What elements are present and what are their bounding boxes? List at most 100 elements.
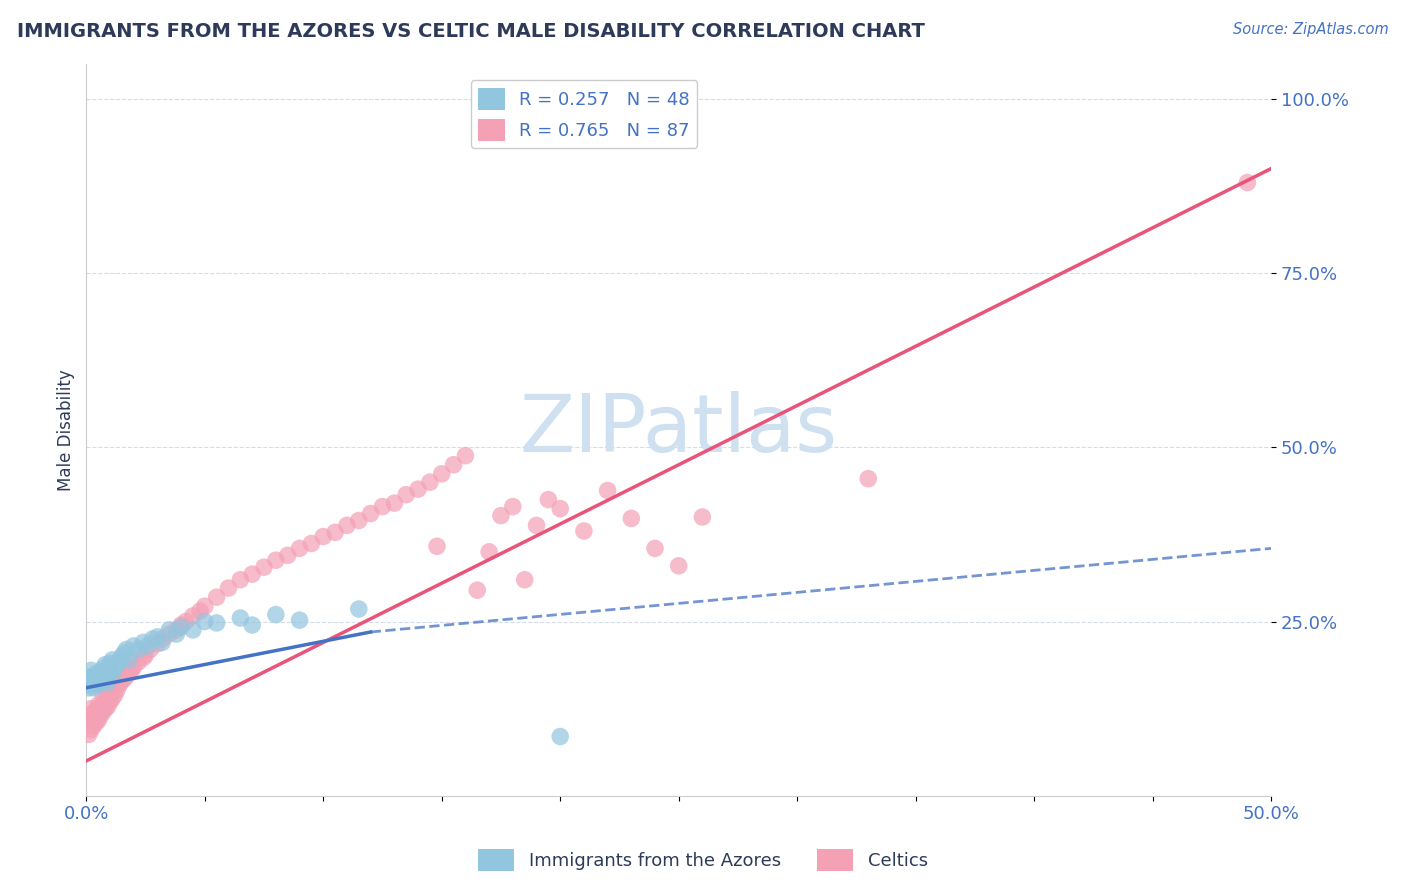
Point — [347, 602, 370, 616]
Point — [668, 558, 690, 573]
Point — [77, 708, 100, 723]
Point — [240, 567, 263, 582]
Point — [94, 692, 117, 706]
Point — [84, 704, 107, 718]
Point — [157, 627, 180, 641]
Point — [188, 604, 211, 618]
Point — [98, 657, 121, 671]
Point — [323, 525, 346, 540]
Point — [264, 607, 287, 622]
Point — [264, 553, 287, 567]
Point — [82, 670, 104, 684]
Point — [135, 648, 157, 662]
Point — [87, 677, 110, 691]
Point — [82, 719, 104, 733]
Point — [132, 635, 155, 649]
Point — [299, 536, 322, 550]
Point — [526, 518, 548, 533]
Point — [94, 670, 117, 684]
Point — [80, 663, 103, 677]
Point — [312, 529, 335, 543]
Point — [111, 649, 134, 664]
Point — [157, 623, 180, 637]
Text: Source: ZipAtlas.com: Source: ZipAtlas.com — [1233, 22, 1389, 37]
Point — [454, 449, 477, 463]
Point — [205, 615, 228, 630]
Point — [277, 549, 299, 563]
Point — [548, 501, 571, 516]
Point — [91, 673, 114, 688]
Text: ZIPatlas: ZIPatlas — [520, 391, 838, 469]
Point — [112, 672, 135, 686]
Point — [118, 653, 141, 667]
Point — [489, 508, 512, 523]
Point — [174, 615, 197, 629]
Point — [80, 723, 103, 737]
Point — [77, 670, 100, 684]
Point — [91, 662, 114, 676]
Point — [146, 637, 169, 651]
Point — [91, 688, 114, 702]
Point — [478, 545, 501, 559]
Point — [513, 573, 536, 587]
Y-axis label: Male Disability: Male Disability — [58, 369, 75, 491]
Point — [89, 699, 111, 714]
Point — [443, 458, 465, 472]
Point — [77, 681, 100, 695]
Point — [97, 690, 120, 704]
Point — [181, 609, 204, 624]
Point — [89, 665, 111, 679]
Point — [229, 573, 252, 587]
Point — [205, 590, 228, 604]
Point — [122, 660, 145, 674]
Point — [91, 697, 114, 711]
Point — [596, 483, 619, 498]
Point — [101, 653, 124, 667]
Point — [101, 691, 124, 706]
Point — [87, 714, 110, 728]
Point — [288, 613, 311, 627]
Point — [108, 677, 131, 691]
Point — [105, 682, 128, 697]
Point — [165, 623, 187, 637]
Point — [336, 518, 359, 533]
Point — [127, 642, 149, 657]
Point — [620, 511, 643, 525]
Point — [170, 618, 193, 632]
Point — [170, 620, 193, 634]
Text: IMMIGRANTS FROM THE AZORES VS CELTIC MALE DISABILITY CORRELATION CHART: IMMIGRANTS FROM THE AZORES VS CELTIC MAL… — [17, 22, 925, 41]
Point — [181, 623, 204, 637]
Point — [465, 583, 488, 598]
Point — [360, 507, 382, 521]
Point — [111, 673, 134, 688]
Point — [87, 706, 110, 721]
Point — [91, 705, 114, 719]
Point — [104, 660, 127, 674]
Point — [288, 541, 311, 556]
Point — [136, 639, 159, 653]
Point — [112, 646, 135, 660]
Point — [371, 500, 394, 514]
Point — [142, 632, 165, 646]
Point — [84, 672, 107, 686]
Point — [120, 663, 142, 677]
Point — [347, 514, 370, 528]
Point — [98, 663, 121, 677]
Point — [97, 666, 120, 681]
Point — [104, 688, 127, 702]
Point — [240, 618, 263, 632]
Point — [77, 727, 100, 741]
Point — [572, 524, 595, 538]
Point — [98, 685, 121, 699]
Point — [87, 669, 110, 683]
Point — [115, 642, 138, 657]
Point — [105, 657, 128, 672]
Point — [84, 715, 107, 730]
Point — [122, 639, 145, 653]
Point — [94, 657, 117, 672]
Point — [537, 492, 560, 507]
Legend: R = 0.257   N = 48, R = 0.765   N = 87: R = 0.257 N = 48, R = 0.765 N = 87 — [471, 80, 697, 148]
Point — [118, 665, 141, 679]
Point — [419, 475, 441, 490]
Point — [165, 627, 187, 641]
